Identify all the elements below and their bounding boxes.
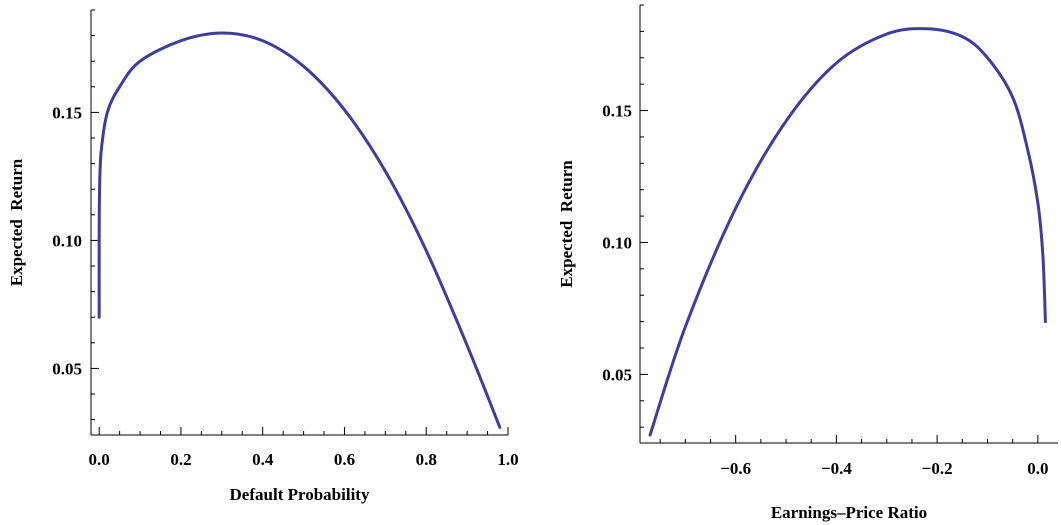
x-tick-label: 0.4: [252, 450, 274, 469]
x-tick-label: −0.4: [821, 459, 852, 478]
series-line-1: [648, 27, 1047, 437]
x-tick-label: 0.0: [1027, 459, 1048, 478]
x-tick-label: −0.2: [922, 459, 953, 478]
x-tick-label: −0.6: [720, 459, 751, 478]
series-line-1: [97, 31, 502, 429]
y-tick-label: 0.05: [52, 359, 82, 378]
chart-panel-2: −0.6 −0.4 −0.2 0.0 0.05 0.10 0.15 Earnings–Pric…: [557, 4, 1058, 522]
y-tick-label: 0.05: [602, 365, 632, 384]
chart-panel-1: 0.0 0.2 0.4 0.6 0.8 1.0 0.05 0.10 0.15 Default Pr…: [7, 9, 519, 504]
x-tick-label: 0.2: [170, 450, 191, 469]
y-tick-label: 0.10: [602, 233, 632, 252]
x-axis-title: Default Probability: [230, 485, 370, 504]
y-tick-label: 0.15: [52, 103, 82, 122]
y-axis-title: Expected Return: [7, 158, 26, 286]
x-tick-label: 1.0: [497, 450, 518, 469]
x-tick-label: 0.8: [416, 450, 437, 469]
x-tick-label: 0.0: [89, 450, 110, 469]
y-tick-label: 0.10: [52, 231, 82, 250]
x-axis-title: Earnings–Price Ratio: [771, 503, 927, 522]
y-tick-label: 0.15: [602, 102, 632, 121]
y-axis-title: Expected Return: [557, 160, 576, 288]
x-tick-label: 0.6: [334, 450, 355, 469]
